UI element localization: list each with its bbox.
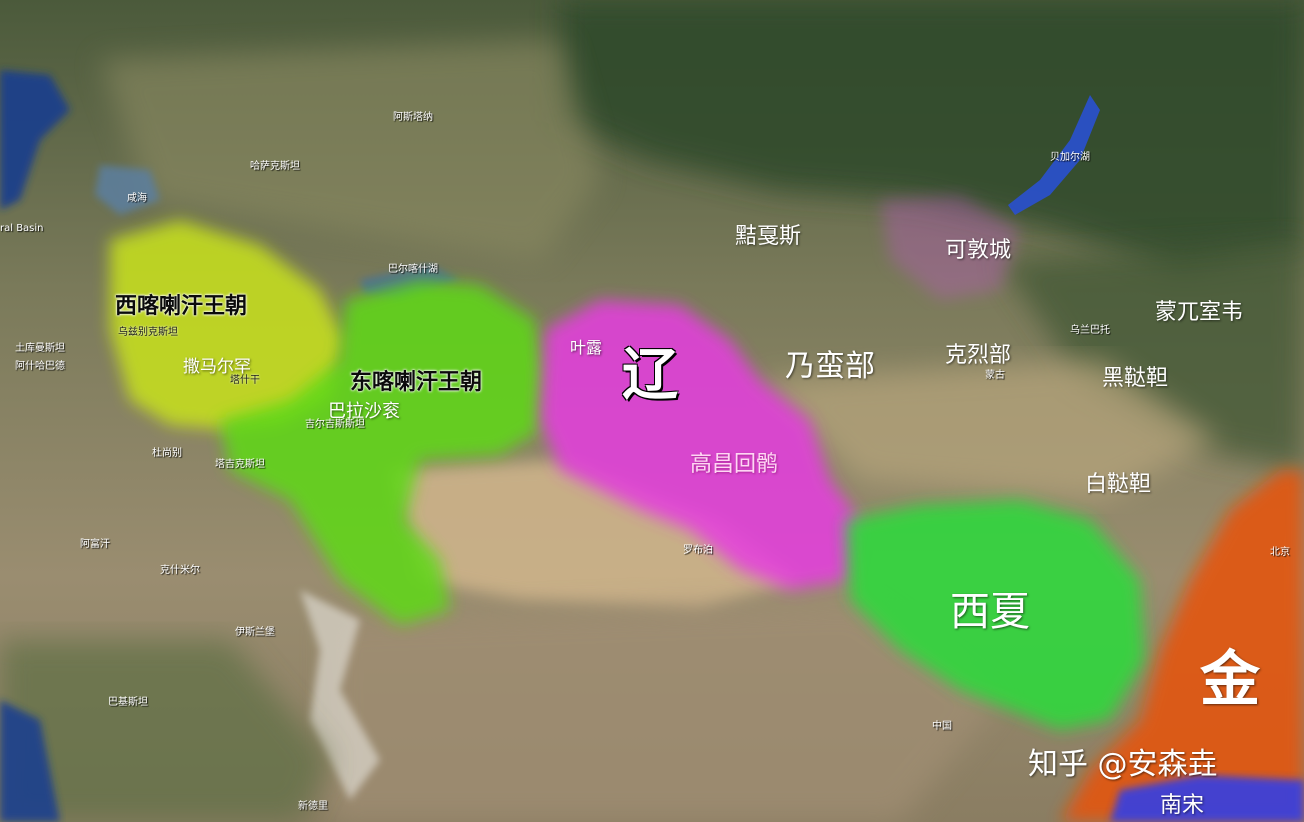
himalaya-snow [300,590,380,800]
kedun-city-label: 可敦城 [945,238,1012,263]
basemap-astana: 阿斯塔纳 [393,112,433,123]
west-karakhanid-label: 西喀喇汗王朝 [115,294,248,319]
basemap-kashmir: 克什米尔 [160,565,200,576]
southern-song-label: 南宋 [1160,793,1205,818]
west-karakhanid-area [110,220,345,430]
manchurian-forest [1000,240,1304,470]
basemap-tashkent: 塔什干 [230,375,260,386]
samarkand-label: 撒马尔罕 [183,357,251,377]
lake-baikal-shape [1008,95,1100,215]
polity-overlays [110,195,1304,822]
basemap-caspian-basin: ral Basin [0,223,44,234]
gobi-desert [760,360,1220,500]
mongol-shiwei-label: 蒙兀室韦 [1155,300,1244,325]
white-tatars-label: 白鞑靼 [1085,472,1152,497]
taklamakan-desert [390,460,800,610]
naiman-label: 乃蛮部 [785,349,875,384]
south-asia-lowland [0,640,330,822]
basemap-delhi: 新德里 [298,801,328,812]
qocho-uyghur-label: 高昌回鹘 [690,452,779,477]
caspian-sea [0,70,70,210]
liao-label: 辽 [622,343,678,408]
basemap-lop-nur: 罗布泊 [683,545,713,556]
black-tatars-label: 黑鞑靼 [1102,366,1169,391]
liao-area [540,300,860,590]
jin-area [1060,470,1304,822]
basemap-turkmenistan: 土库曼斯坦 [15,343,65,354]
basemap-pakistan: 巴基斯坦 [108,697,148,708]
basemap-kyrgyzstan: 吉尔吉斯斯坦 [305,419,365,430]
xixia-label: 西夏 [950,589,1030,635]
basemap-islamabad: 伊斯兰堡 [235,627,275,638]
basemap-dushanbe: 杜尚别 [152,448,182,459]
basemap-beijing: 北京 [1270,547,1290,558]
basemap-lake-balkhash: 巴尔喀什湖 [388,264,438,275]
xixia-area [845,500,1145,730]
kerait-label: 克烈部 [945,343,1012,368]
basemap-afghanistan: 阿富汗 [80,539,110,550]
east-karakhanid-area [220,280,545,625]
basemap-baikal: 贝加尔湖 [1050,152,1090,163]
yeluo-label: 叶露 [570,338,603,357]
basemap-tajikistan: 塔吉克斯坦 [215,459,265,470]
east-karakhanid-label: 东喀喇汗王朝 [350,370,483,395]
basemap-ashgabat: 阿什哈巴德 [15,361,65,372]
basemap-china: 中国 [932,721,952,732]
kirghiz-label: 黠戛斯 [735,224,802,249]
tibetan-plateau [330,600,1000,822]
kazakh-steppe [100,40,600,260]
zhihu-watermark: 知乎 @安森垚 [1028,747,1218,782]
siberian-forest [560,0,1304,270]
basemap-uzbekistan: 乌兹别克斯坦 [118,327,178,338]
southern-song-area [1110,775,1304,822]
jin-label: 金 [1200,645,1260,715]
kedun-tint-area [880,195,1020,300]
basemap-mongolia: 蒙古 [985,370,1005,381]
balasagun-label: 巴拉沙衮 [328,401,400,422]
arabian-sea [0,700,60,822]
basemap-kazakhstan: 哈萨克斯坦 [250,161,300,172]
aral-sea-shape [95,165,160,215]
basemap-aral-sea: 咸海 [127,193,147,204]
basemap-ulaanbaatar: 乌兰巴托 [1070,325,1110,336]
